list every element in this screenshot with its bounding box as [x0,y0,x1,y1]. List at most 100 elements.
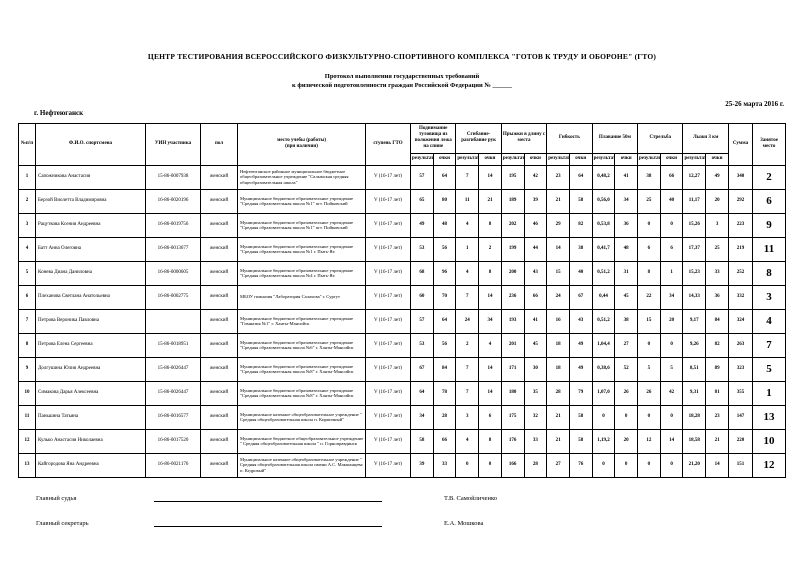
cell-athlete-name: Долгушина Юлия Андреевна [35,356,146,382]
cell-situps-points: 48 [432,212,457,238]
judge-signature-row: Главный судья Т.В. Самойличенко [36,494,786,502]
cell-pushups-points: 34 [478,308,502,334]
cell-longjump-result: 236 [500,284,525,310]
cell-shooting-result: 12 [637,428,661,454]
cell-shooting-points: 6 [659,236,684,262]
cell-shooting-points: 0 [659,332,684,358]
cell-uin: 16-86-0019756 [145,212,201,238]
cell-shooting-result: 15 [637,308,661,334]
cell-pushups-result: 7 [455,356,480,382]
cell-pushups-result: 7 [455,284,480,310]
cell-pushups-result: 3 [455,404,480,430]
cell-flexibility-points: 58 [568,188,593,214]
cell-swimming-result: 0 [591,404,616,430]
event-date: 25-26 марта 2016 г. [725,99,784,108]
table-row: 3 Рацуткова Ксения Андреевна 16-86-0019756… [18,212,786,238]
table-row: 5 Конева Диана Даниловна 16-86-0000605 женс… [18,260,786,286]
table-row: 1 Сапожникова Анастасия 15-86-0007938 женск… [18,164,786,190]
cell-place: 4 [752,308,786,334]
cell-swimming-result: 1,07,0 [591,380,616,406]
cell-pushups-points: 14 [478,356,502,382]
cell-athlete-name: Берзой Виолетта Владимировна [35,188,146,214]
cell-pushups-result: 2 [455,332,480,358]
header-sum: Сумма [728,122,753,166]
cell-flexibility-result: 16 [546,308,570,334]
cell-swimming-result: 0,48,2 [591,164,616,190]
cell-longjump-result: 176 [500,428,525,454]
table-row: 7 Петрова Вероника Павловна женский Муницип… [18,308,786,334]
cell-gto-stage: V (16-17 лет) [365,308,411,334]
cell-skiing-result: 14,33 [682,284,707,310]
cell-longjump-result: 189 [500,188,525,214]
cell-longjump-points: 45 [523,332,548,358]
cell-longjump-points: 30 [523,356,548,382]
cell-pushups-result: 24 [455,308,480,334]
cell-gender: женский [200,236,238,262]
cell-pushups-points: 8 [478,260,502,286]
cell-shooting-points: 40 [659,188,684,214]
cell-flexibility-result: 14 [546,236,570,262]
cell-gto-stage: V (16-17 лет) [365,428,411,454]
cell-shooting-result: 38 [637,164,661,190]
cell-swimming-result: 0,56,0 [591,188,616,214]
cell-swimming-result: 0,51,2 [591,308,616,334]
secretary-signature-row: Главный секретарь Е.А. Мошкова [36,519,786,527]
cell-skiing-result: 9,17 [682,308,707,334]
cell-situps-result: 57 [410,308,434,334]
cell-school: МБОУ гимназия "Лаборатория Салахова" г. … [237,284,366,310]
cell-longjump-result: 201 [500,332,525,358]
cell-situps-result: 60 [410,284,434,310]
cell-gto-stage: V (16-17 лет) [365,380,411,406]
cell-place: 6 [752,188,786,214]
cell-gto-stage: V (16-17 лет) [365,284,411,310]
cell-gto-stage: V (16-17 лет) [365,356,411,382]
cell-flexibility-points: 43 [568,308,593,334]
cell-swimming-points: 38 [614,308,639,334]
cell-num: 13 [18,452,36,478]
cell-num: 9 [18,356,36,382]
cell-shooting-points: 5 [659,356,684,382]
cell-shooting-points: 0 [659,212,684,238]
cell-longjump-points: 28 [523,452,548,478]
header-uin: УИН участника [145,122,201,166]
cell-num: 1 [18,164,36,190]
header-situps: Поднимание туловища из положения лежа на… [409,122,457,154]
cell-uin: 16-86-0013677 [145,236,201,262]
cell-longjump-points: 42 [523,164,548,190]
cell-shooting-result: 5 [637,356,661,382]
cell-swimming-result: 0,51,2 [591,260,616,286]
cell-skiing-result: 9,26 [682,332,707,358]
cell-place: 7 [752,332,786,358]
cell-skiing-points: 82 [705,332,729,358]
cell-place: 10 [752,428,786,454]
cell-swimming-result: 0,53,8 [591,212,616,238]
cell-uin: 16-86-0020196 [145,188,201,214]
cell-shooting-result: 0 [637,452,661,478]
cell-athlete-name: Кулько Анастасия Николаевна [35,428,146,454]
cell-num: 7 [18,308,36,334]
cell-longjump-result: 202 [500,212,525,238]
cell-flexibility-points: 82 [568,212,593,238]
header-gto-stage: ступень ГТО [365,122,411,166]
table-row: 8 Петрова Елена Сергеевна 15-86-0018951 жен… [18,332,786,358]
cell-place: 2 [752,164,786,190]
cell-pushups-points: 4 [478,332,502,358]
cell-place: 1 [752,380,786,406]
cell-flexibility-points: 38 [568,236,593,262]
cell-skiing-points: 84 [705,308,729,334]
cell-situps-points: 56 [432,236,457,262]
cell-swimming-points: 26 [614,380,639,406]
cell-situps-result: 64 [410,380,434,406]
cell-place: 13 [752,404,786,430]
cell-longjump-points: 32 [523,404,548,430]
header-shooting: Стрельба [637,122,684,154]
cell-flexibility-points: 76 [568,452,593,478]
cell-gender: женский [200,212,238,238]
header-longjump: Прыжки в длину с места [500,122,548,154]
cell-skiing-result: 8,51 [682,356,707,382]
cell-athlete-name: Симакова Дарья Алексеевна [35,380,146,406]
cell-place: 3 [752,284,786,310]
cell-flexibility-result: 23 [546,164,570,190]
cell-school: Муниципальное бюджетное образовательное … [237,188,366,214]
